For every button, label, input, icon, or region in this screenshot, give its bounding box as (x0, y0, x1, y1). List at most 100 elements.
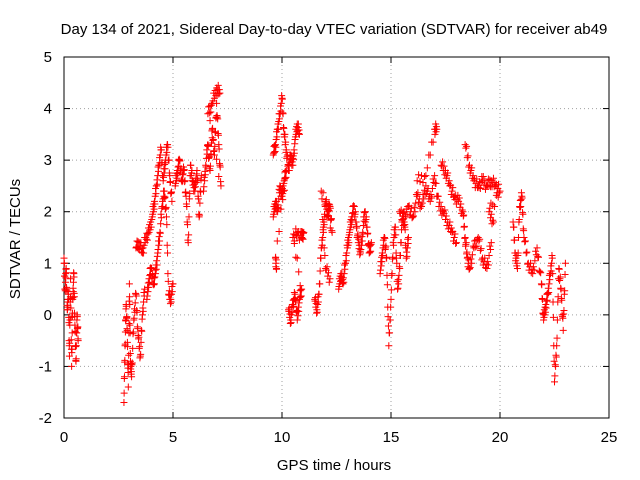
data-point (72, 342, 80, 350)
data-point (326, 204, 334, 212)
data-point (319, 215, 327, 223)
data-point (448, 228, 456, 236)
data-point (422, 172, 430, 180)
data-point (319, 223, 327, 231)
data-point (72, 343, 80, 351)
data-point (426, 151, 434, 159)
data-point (383, 281, 391, 289)
data-point (387, 286, 395, 294)
data-point (479, 172, 487, 180)
data-point (215, 145, 223, 153)
data-point (317, 187, 325, 195)
data-point (154, 246, 162, 254)
data-point (154, 167, 162, 175)
data-point (137, 350, 145, 358)
data-point (536, 268, 544, 276)
data-point (201, 177, 209, 185)
data-point (192, 183, 200, 191)
data-point (196, 211, 204, 219)
data-point (73, 313, 81, 321)
data-point (545, 289, 553, 297)
data-point (124, 343, 132, 351)
data-point (157, 220, 165, 228)
data-point (466, 264, 474, 272)
data-point (68, 362, 76, 370)
data-point (366, 242, 374, 250)
data-point (440, 162, 448, 170)
y-axis-label: SDTVAR / TECUs (7, 179, 24, 299)
data-point (404, 234, 412, 241)
data-point (439, 158, 447, 166)
data-point (295, 307, 303, 315)
data-point (546, 276, 554, 284)
x-tick-label: 15 (383, 429, 400, 446)
data-point (214, 131, 222, 139)
data-point (282, 138, 290, 146)
data-point (296, 294, 304, 302)
data-point (138, 311, 146, 319)
data-point (460, 211, 468, 219)
data-point (133, 308, 141, 316)
data-point (216, 89, 224, 97)
data-point (553, 334, 561, 342)
data-point (67, 275, 75, 283)
data-point (519, 210, 527, 218)
data-point (193, 166, 201, 174)
data-point (494, 193, 502, 201)
data-point (142, 235, 150, 243)
data-point (377, 262, 385, 270)
data-point (448, 187, 456, 195)
data-point (156, 237, 164, 245)
data-point (383, 254, 391, 262)
x-tick-label: 10 (274, 429, 291, 446)
data-point (209, 124, 217, 132)
data-point (491, 203, 499, 211)
data-point (476, 185, 484, 193)
data-point (450, 192, 458, 200)
data-point (165, 156, 173, 164)
data-point (279, 187, 287, 195)
y-tick-label: 3 (44, 152, 52, 169)
data-point (273, 133, 281, 141)
data-point (125, 280, 133, 288)
data-point (471, 243, 479, 251)
data-point (270, 149, 278, 157)
data-point (410, 212, 418, 220)
y-tick-label: 0 (44, 307, 52, 324)
data-point (270, 148, 278, 156)
data-point (162, 203, 170, 211)
data-point (322, 196, 330, 204)
data-point (362, 213, 370, 221)
data-point (145, 283, 153, 291)
data-point (214, 81, 222, 89)
data-point (455, 194, 463, 202)
data-point (396, 208, 404, 216)
data-point (279, 196, 287, 204)
data-point (461, 234, 469, 241)
data-point (441, 206, 449, 214)
data-point (461, 141, 469, 149)
data-point (489, 216, 497, 224)
data-point (127, 360, 135, 368)
data-point (522, 249, 530, 257)
data-point (365, 249, 373, 257)
data-point (408, 214, 416, 222)
data-point (353, 222, 361, 230)
data-point (326, 275, 334, 283)
data-point (156, 229, 164, 237)
data-point (271, 142, 279, 150)
data-point (325, 278, 333, 286)
data-point (214, 115, 222, 123)
data-point (147, 223, 155, 231)
data-point (148, 264, 156, 272)
data-point (532, 247, 540, 255)
data-point (444, 169, 452, 177)
data-point (157, 214, 165, 222)
data-point (559, 326, 567, 334)
data-point (545, 280, 553, 288)
data-point (291, 290, 299, 298)
data-point (67, 336, 75, 344)
data-point (70, 293, 78, 301)
data-point (358, 241, 366, 249)
